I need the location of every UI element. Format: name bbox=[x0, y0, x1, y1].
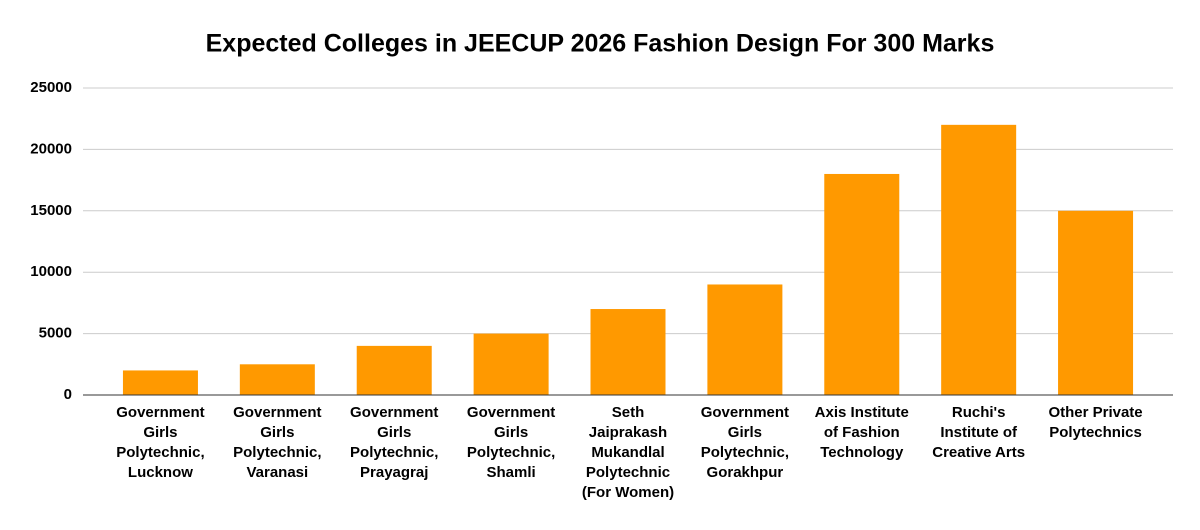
x-tick-label: Government Girls Polytechnic, Prayagraj bbox=[350, 404, 439, 481]
bar bbox=[1058, 210, 1134, 395]
chart-title: Expected Colleges in JEECUP 2026 Fashion… bbox=[206, 30, 995, 58]
bar bbox=[590, 309, 666, 395]
bar bbox=[941, 124, 1017, 395]
y-tick-label: 0 bbox=[64, 386, 72, 403]
y-tick-label: 5000 bbox=[39, 325, 72, 342]
x-tick-label: Government Girls Polytechnic, Varanasi bbox=[233, 404, 322, 481]
bar bbox=[824, 173, 900, 395]
bar bbox=[239, 364, 315, 395]
y-tick-label: 25000 bbox=[30, 79, 72, 96]
y-tick-label: 10000 bbox=[30, 263, 72, 280]
y-tick-label: 15000 bbox=[30, 202, 72, 219]
bar bbox=[707, 284, 783, 395]
x-tick-label: Government Girls Polytechnic, Lucknow bbox=[116, 404, 205, 481]
bar bbox=[356, 345, 432, 395]
x-tick-label: Other Private Polytechnics bbox=[1048, 404, 1143, 441]
x-tick-label: Axis Institute of Fashion Technology bbox=[814, 404, 909, 461]
x-tick-label: Ruchi's Institute of Creative Arts bbox=[932, 404, 1026, 461]
bar bbox=[122, 370, 198, 395]
x-tick-label: Seth Jaiprakash Mukandlal Polytechnic (F… bbox=[581, 404, 675, 501]
x-tick-label: Government Girls Polytechnic, Gorakhpur bbox=[700, 404, 790, 481]
y-tick-label: 20000 bbox=[30, 140, 72, 157]
bar bbox=[473, 333, 549, 395]
x-tick-label: Government Girls Polytechnic, Shamli bbox=[466, 404, 556, 481]
